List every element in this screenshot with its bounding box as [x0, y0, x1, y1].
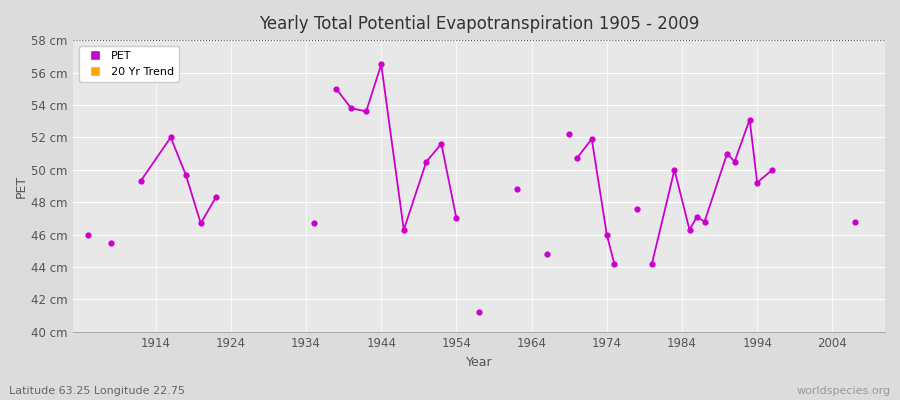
- Point: [667, 166, 681, 173]
- Point: [539, 251, 554, 257]
- Point: [472, 309, 486, 316]
- Point: [509, 186, 524, 192]
- Point: [209, 194, 223, 200]
- Point: [81, 232, 95, 238]
- Point: [750, 180, 764, 186]
- Point: [742, 116, 757, 123]
- Point: [727, 158, 742, 165]
- Point: [644, 261, 659, 267]
- Title: Yearly Total Potential Evapotranspiration 1905 - 2009: Yearly Total Potential Evapotranspiratio…: [259, 15, 699, 33]
- Point: [359, 108, 374, 115]
- Point: [570, 155, 584, 162]
- Y-axis label: PET: PET: [15, 174, 28, 198]
- Point: [765, 166, 779, 173]
- Point: [682, 226, 697, 233]
- Text: Latitude 63.25 Longitude 22.75: Latitude 63.25 Longitude 22.75: [9, 386, 185, 396]
- Point: [104, 240, 118, 246]
- Point: [848, 218, 862, 225]
- Point: [608, 261, 622, 267]
- Point: [585, 136, 599, 142]
- Point: [133, 178, 148, 184]
- Point: [374, 61, 389, 68]
- Point: [164, 134, 178, 140]
- Point: [397, 226, 411, 233]
- Point: [449, 215, 464, 222]
- Point: [720, 150, 734, 157]
- Text: worldspecies.org: worldspecies.org: [796, 386, 891, 396]
- Point: [630, 206, 644, 212]
- Point: [194, 220, 208, 226]
- Point: [599, 232, 614, 238]
- Point: [178, 172, 193, 178]
- Point: [689, 214, 704, 220]
- Point: [306, 220, 320, 226]
- Point: [434, 141, 448, 147]
- Point: [562, 131, 576, 137]
- Point: [344, 105, 358, 111]
- Point: [328, 86, 343, 92]
- X-axis label: Year: Year: [465, 356, 492, 369]
- Legend: PET, 20 Yr Trend: PET, 20 Yr Trend: [78, 46, 179, 82]
- Point: [419, 158, 434, 165]
- Point: [698, 218, 712, 225]
